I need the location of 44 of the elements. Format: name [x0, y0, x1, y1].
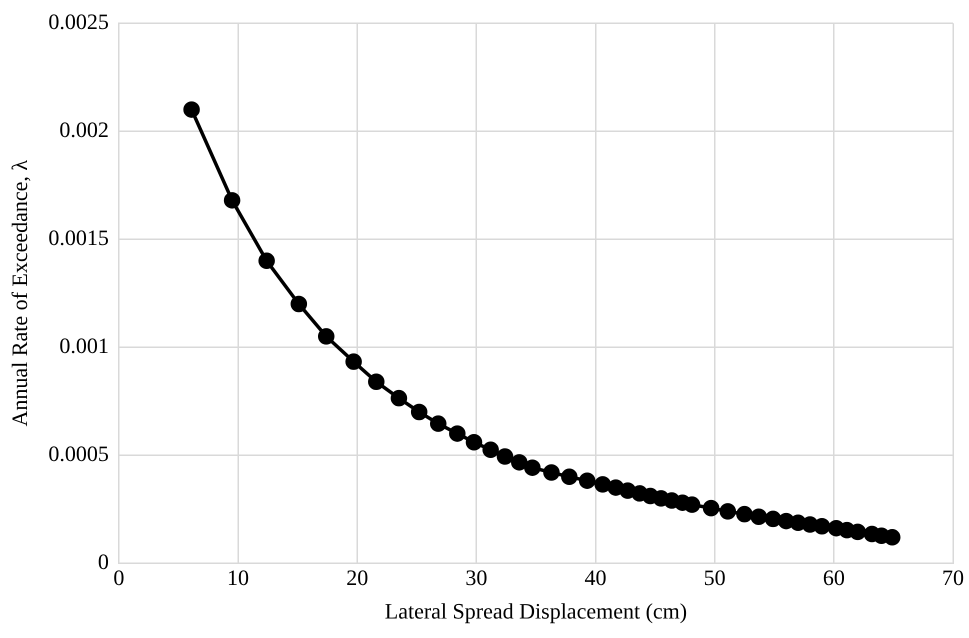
- point: [449, 425, 466, 442]
- y-tick-label: 0.001: [59, 332, 109, 358]
- point: [849, 524, 866, 540]
- y-tick-label: 0.0005: [48, 440, 109, 466]
- y-tick-label: 0.002: [59, 116, 109, 142]
- x-tick-label: 40: [584, 565, 607, 590]
- point: [482, 442, 499, 458]
- point: [814, 518, 830, 535]
- point: [764, 510, 782, 528]
- point: [578, 472, 596, 489]
- point: [684, 496, 700, 513]
- x-tick-label: 20: [346, 565, 368, 590]
- point: [430, 415, 446, 432]
- x-tick-label: 60: [822, 565, 845, 590]
- x-axis-title: Lateral Spread Displacement (cm): [384, 598, 688, 624]
- point: [736, 506, 753, 522]
- y-tick-label: 0: [98, 548, 109, 574]
- point: [183, 101, 200, 118]
- x-tick-label: 50: [704, 565, 726, 590]
- point: [543, 464, 560, 481]
- y-axis-title: Annual Rate of Exceedance, λ: [6, 160, 32, 427]
- point: [561, 468, 578, 486]
- point: [258, 252, 275, 270]
- point: [524, 459, 541, 476]
- point: [368, 374, 385, 390]
- x-tick-label: 10: [227, 565, 250, 590]
- y-tick-label: 0.0025: [48, 8, 109, 34]
- point: [511, 454, 528, 471]
- point: [720, 503, 736, 520]
- point: [410, 404, 428, 420]
- x-tick-label: 70: [942, 565, 964, 590]
- point: [702, 500, 720, 516]
- point: [496, 448, 514, 465]
- y-tick-label: 0.0015: [48, 224, 109, 250]
- x-tick-label: 30: [465, 565, 488, 590]
- point: [466, 434, 482, 450]
- point: [750, 508, 768, 526]
- point: [594, 476, 611, 493]
- point: [345, 353, 362, 370]
- point: [318, 328, 334, 345]
- point: [390, 390, 408, 406]
- point: [224, 192, 240, 209]
- point: [290, 296, 308, 312]
- x-tick-label: 0: [113, 565, 124, 590]
